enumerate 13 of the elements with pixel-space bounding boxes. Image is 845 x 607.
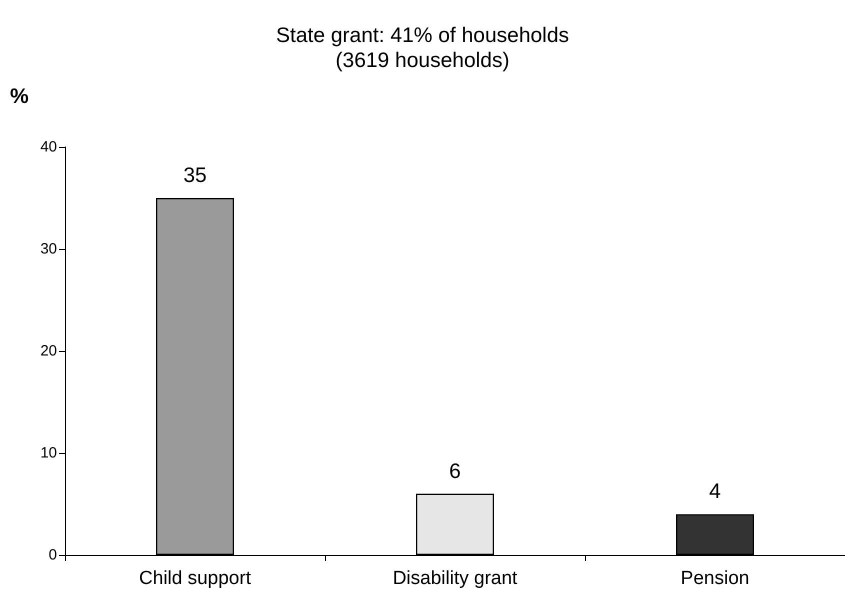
y-axis-title: %	[10, 85, 29, 108]
data-label: 4	[709, 480, 722, 504]
y-tick-label: 20	[40, 342, 57, 360]
chart-title: State grant: 41% of households (3619 households)	[276, 24, 570, 72]
x-tick-label: Child support	[139, 568, 252, 589]
data-label: 6	[449, 460, 461, 483]
y-tick-label: 40	[40, 138, 57, 156]
data-label: 35	[183, 164, 207, 187]
y-tick-label: 10	[40, 444, 57, 462]
x-tick-label: Disability grant	[392, 568, 518, 589]
y-tick-label: 30	[40, 240, 57, 258]
x-tick-label: Pension	[680, 568, 750, 589]
y-tick-label: 0	[48, 546, 57, 564]
